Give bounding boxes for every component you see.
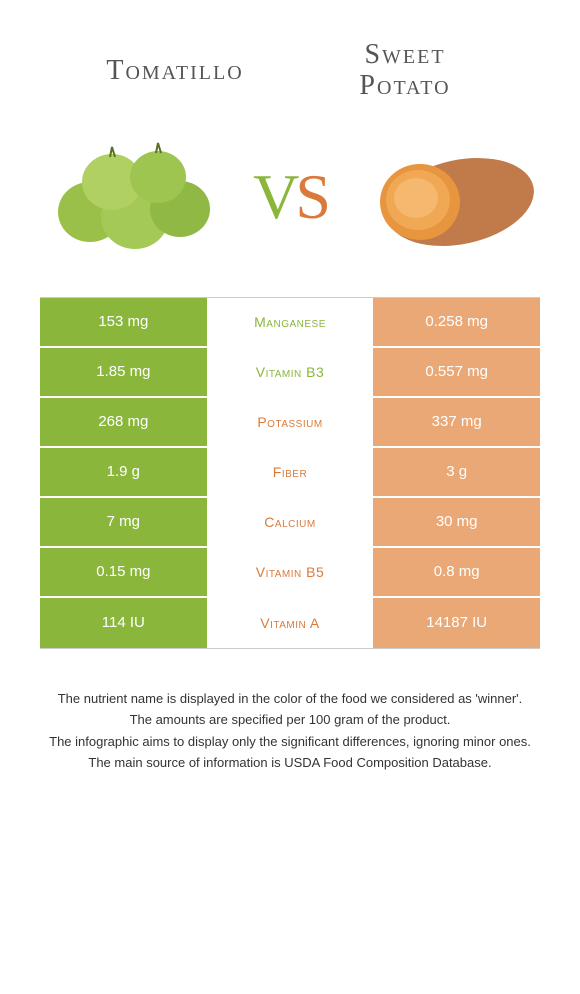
cell-nutrient-name: Vitamin B3 bbox=[207, 348, 374, 396]
footnotes: The nutrient name is displayed in the co… bbox=[20, 689, 560, 773]
vs-v: V bbox=[253, 161, 295, 232]
cell-left-value: 7 mg bbox=[40, 498, 207, 546]
cell-right-value: 3 g bbox=[373, 448, 540, 496]
images-row: VS bbox=[20, 112, 560, 297]
table-row: 1.85 mgVitamin B30.557 mg bbox=[40, 348, 540, 398]
table-row: 268 mgPotassium337 mg bbox=[40, 398, 540, 448]
cell-nutrient-name: Manganese bbox=[207, 298, 374, 346]
cell-nutrient-name: Fiber bbox=[207, 448, 374, 496]
cell-right-value: 30 mg bbox=[373, 498, 540, 546]
table-row: 1.9 gFiber3 g bbox=[40, 448, 540, 498]
food-right-line1: Sweet bbox=[364, 39, 445, 70]
vs-s: S bbox=[295, 161, 327, 232]
cell-right-value: 0.8 mg bbox=[373, 548, 540, 596]
food-right-title: Sweet Potato bbox=[290, 40, 520, 102]
cell-nutrient-name: Potassium bbox=[207, 398, 374, 446]
infographic-container: Tomatillo Sweet Potato VS bbox=[0, 0, 580, 795]
cell-right-value: 0.557 mg bbox=[373, 348, 540, 396]
sweet-potato-image bbox=[360, 127, 540, 267]
footnote-line: The main source of information is USDA F… bbox=[35, 753, 545, 773]
cell-right-value: 337 mg bbox=[373, 398, 540, 446]
footnote-line: The amounts are specified per 100 gram o… bbox=[35, 710, 545, 730]
cell-nutrient-name: Calcium bbox=[207, 498, 374, 546]
footnote-line: The infographic aims to display only the… bbox=[35, 732, 545, 752]
titles-row: Tomatillo Sweet Potato bbox=[20, 20, 560, 102]
cell-right-value: 0.258 mg bbox=[373, 298, 540, 346]
table-row: 0.15 mgVitamin B50.8 mg bbox=[40, 548, 540, 598]
tomatillo-image bbox=[40, 127, 220, 267]
cell-left-value: 268 mg bbox=[40, 398, 207, 446]
food-right-line2: Potato bbox=[359, 70, 450, 101]
table-row: 7 mgCalcium30 mg bbox=[40, 498, 540, 548]
cell-nutrient-name: Vitamin B5 bbox=[207, 548, 374, 596]
cell-left-value: 153 mg bbox=[40, 298, 207, 346]
table-row: 153 mgManganese0.258 mg bbox=[40, 298, 540, 348]
food-left-title: Tomatillo bbox=[60, 55, 290, 87]
table-row: 114 IUVitamin A14187 IU bbox=[40, 598, 540, 648]
cell-left-value: 0.15 mg bbox=[40, 548, 207, 596]
cell-left-value: 1.9 g bbox=[40, 448, 207, 496]
footnote-line: The nutrient name is displayed in the co… bbox=[35, 689, 545, 709]
cell-nutrient-name: Vitamin A bbox=[207, 598, 374, 648]
cell-left-value: 114 IU bbox=[40, 598, 207, 648]
cell-right-value: 14187 IU bbox=[373, 598, 540, 648]
nutrient-table: 153 mgManganese0.258 mg1.85 mgVitamin B3… bbox=[40, 297, 540, 649]
cell-left-value: 1.85 mg bbox=[40, 348, 207, 396]
vs-label: VS bbox=[253, 160, 327, 234]
